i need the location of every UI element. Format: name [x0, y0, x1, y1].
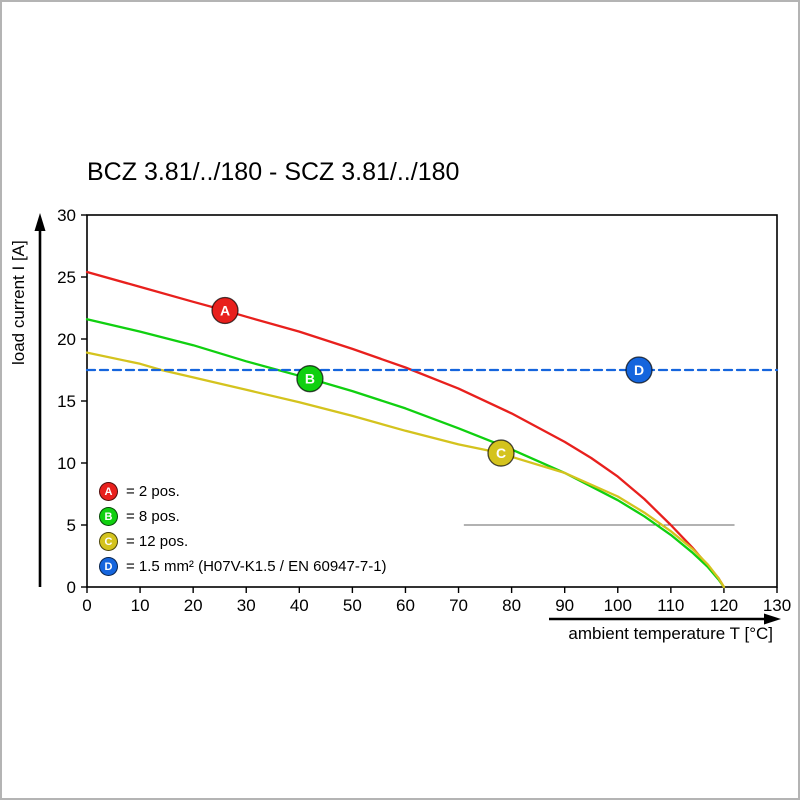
y-tick-label: 5 — [67, 516, 76, 535]
marker-B-icon — [296, 365, 324, 393]
legend-label-c: = 12 pos. — [126, 533, 189, 550]
y-tick-label: 10 — [57, 454, 76, 473]
chart-legend: A = 2 pos. B = 8 pos. C = 12 pos. D = 1.… — [99, 479, 387, 579]
x-tick-label: 130 — [763, 596, 791, 615]
x-tick-label: 0 — [82, 596, 91, 615]
x-tick-label: 110 — [657, 596, 684, 615]
x-axis-arrowhead-icon — [764, 613, 781, 625]
x-tick-label: 80 — [502, 596, 521, 615]
x-tick-label: 120 — [710, 596, 738, 615]
marker-A-letter: A — [220, 302, 230, 318]
x-tick-label: 10 — [131, 596, 150, 615]
marker-D-icon — [625, 356, 653, 384]
x-tick-label: 60 — [396, 596, 415, 615]
legend-marker-b-icon: B — [99, 507, 118, 526]
y-tick-label: 15 — [57, 392, 76, 411]
legend-item-a: A = 2 pos. — [99, 479, 387, 504]
marker-D-letter: D — [634, 362, 644, 378]
x-tick-label: 30 — [237, 596, 256, 615]
x-tick-label: 40 — [290, 596, 309, 615]
chart-title: BCZ 3.81/../180 - SCZ 3.81/../180 — [87, 158, 460, 186]
marker-C-icon — [487, 439, 515, 467]
marker-A-icon — [211, 296, 239, 325]
x-tick-label: 100 — [604, 596, 632, 615]
legend-item-d: D = 1.5 mm² (H07V-K1.5 / EN 60947-7-1) — [99, 554, 387, 579]
x-tick-label: 20 — [184, 596, 203, 615]
legend-marker-c-icon: C — [99, 532, 118, 551]
legend-marker-a-icon: A — [99, 482, 118, 501]
marker-B-letter: B — [305, 371, 315, 387]
x-tick-label: 50 — [343, 596, 362, 615]
legend-item-b: B = 8 pos. — [99, 504, 387, 529]
y-tick-label: 25 — [57, 268, 76, 287]
legend-marker-d-icon: D — [99, 557, 118, 576]
y-tick-label: 20 — [57, 330, 76, 349]
y-axis-arrowhead-icon — [34, 213, 46, 231]
legend-label-d: = 1.5 mm² (H07V-K1.5 / EN 60947-7-1) — [126, 558, 387, 575]
x-tick-label: 90 — [555, 596, 574, 615]
legend-label-b: = 8 pos. — [126, 508, 180, 525]
marker-C-letter: C — [496, 445, 506, 461]
legend-label-a: = 2 pos. — [126, 483, 180, 500]
y-tick-label: 0 — [67, 578, 76, 597]
x-axis-label: ambient temperature T [°C] — [568, 624, 773, 643]
x-tick-label: 70 — [449, 596, 468, 615]
legend-item-c: C = 12 pos. — [99, 529, 387, 554]
y-tick-label: 30 — [57, 206, 76, 225]
